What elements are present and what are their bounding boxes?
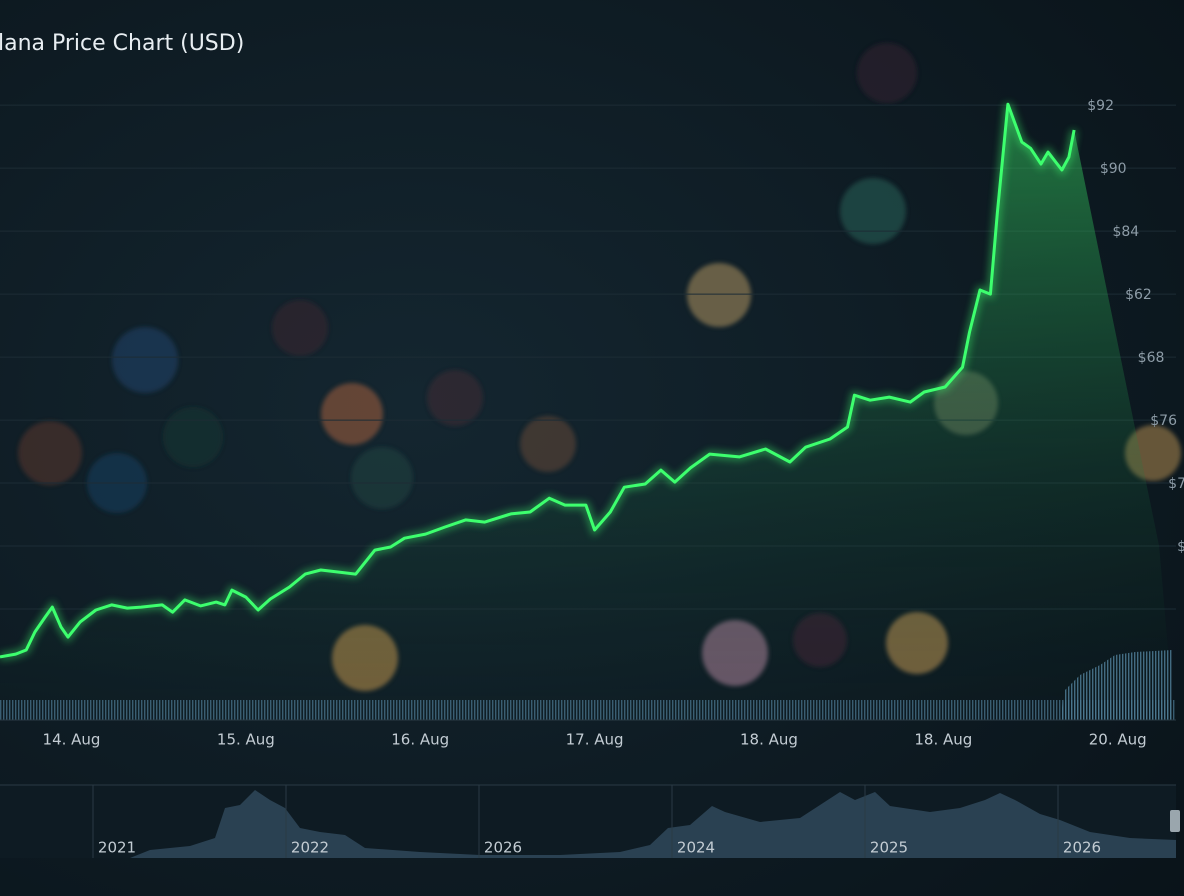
y-tick-label: $84 [1112, 224, 1139, 240]
area-layer [0, 104, 1175, 720]
y-tick-label: $68 [1138, 350, 1165, 366]
navigator-label: 2021 [98, 839, 136, 857]
chart-title: lana Price Chart (USD) [0, 31, 244, 56]
volume-rise [1060, 650, 1172, 720]
y-tick-label: $7 [1168, 476, 1184, 492]
navigator-labels: 2021 2022 2026 2024 2025 2026 [92, 785, 1101, 858]
price-line [0, 102, 1076, 659]
x-tick-label: 18. Aug [740, 731, 798, 749]
navigator-area [130, 790, 1176, 858]
line-layer [0, 102, 1078, 661]
y-tick-labels: $92 $90 $84 $62 $68 $76 $7 $ [1087, 98, 1184, 555]
y-tick-label: $76 [1150, 413, 1177, 429]
x-tick-label: 16. Aug [391, 731, 449, 749]
x-tick-labels: 14. Aug 15. Aug 16. Aug 17. Aug 18. Aug 18. A… [43, 731, 1147, 749]
x-tick-label: 17. Aug [566, 731, 624, 749]
navigator-label: 2026 [484, 839, 522, 857]
y-tick-label: $62 [1125, 287, 1152, 303]
navigator-handle[interactable] [1170, 810, 1180, 832]
y-tick-label: $ [1177, 539, 1184, 555]
area-fill [0, 104, 1175, 720]
volume-strip [0, 700, 1175, 720]
navigator-label: 2026 [1063, 839, 1101, 857]
x-tick-label: 14. Aug [43, 731, 101, 749]
x-tick-label: 15. Aug [217, 731, 275, 749]
y-tick-label: $90 [1100, 161, 1127, 177]
navigator-label: 2025 [870, 839, 908, 857]
x-tick-label: 18. Aug [914, 731, 972, 749]
navigator-label: 2022 [291, 839, 329, 857]
x-tick-label: 20. Aug [1089, 731, 1147, 749]
navigator-label: 2024 [677, 839, 715, 857]
y-tick-label: $92 [1087, 98, 1114, 114]
